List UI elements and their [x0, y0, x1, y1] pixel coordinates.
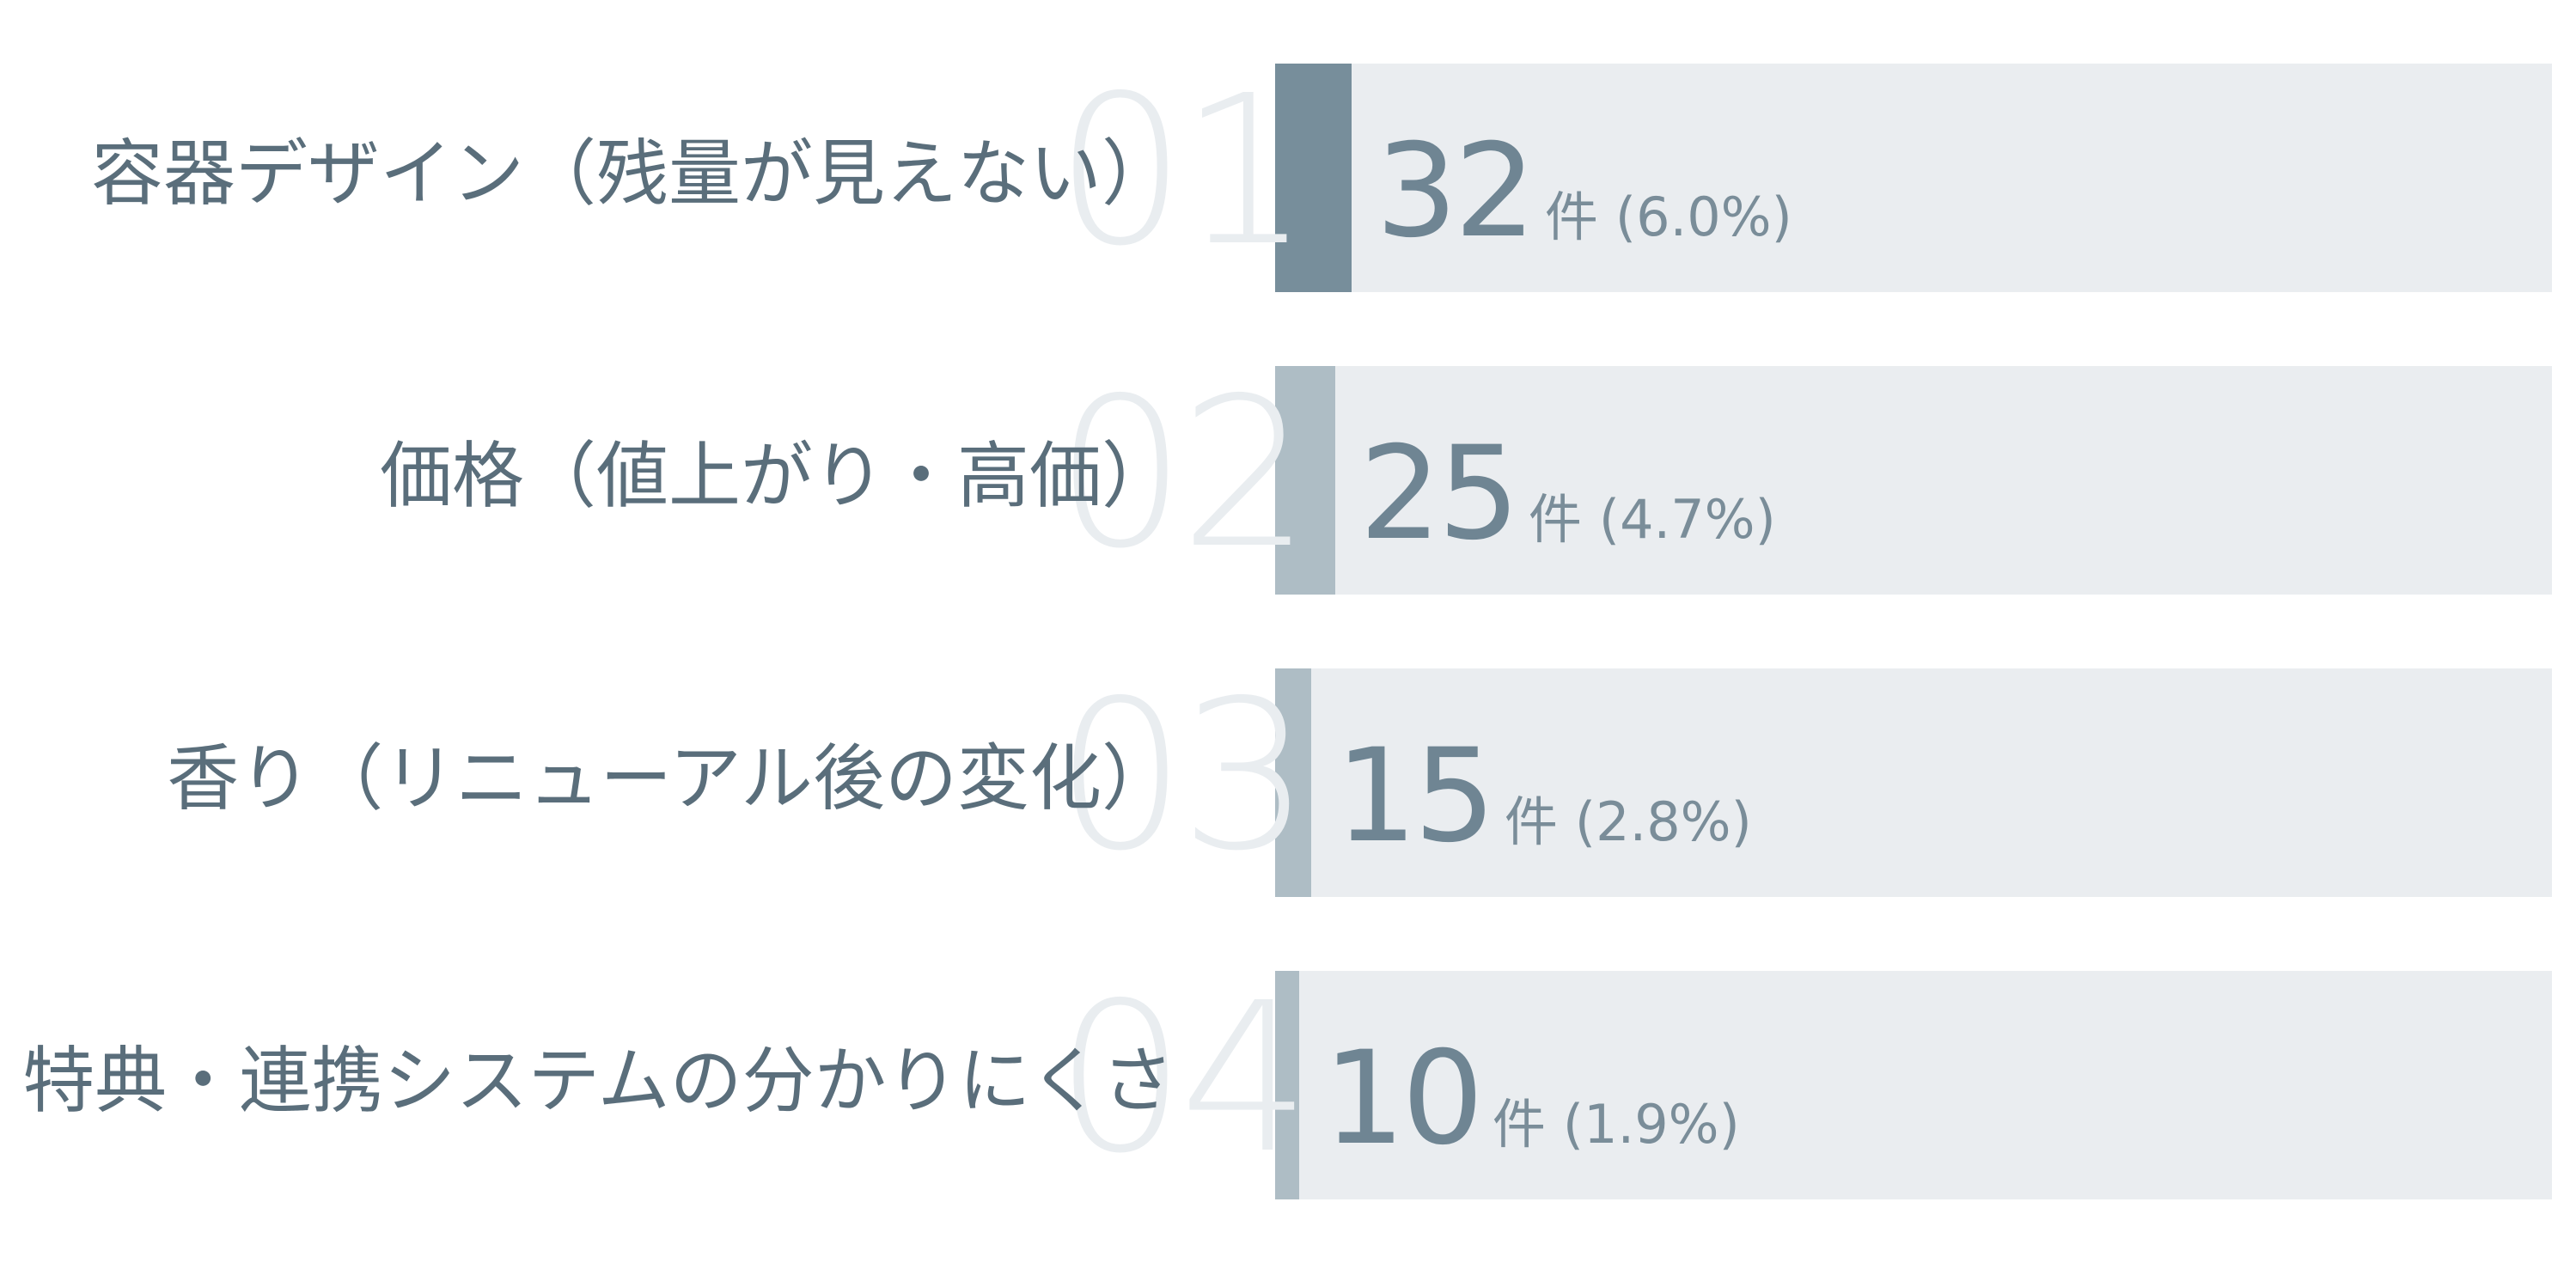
- count-value: 15: [1335, 722, 1496, 871]
- rank-number: 03: [1055, 656, 1310, 896]
- count-unit: 件: [1544, 186, 1598, 248]
- chart-row: 特典・連携システムの分かりにくさ 04 10 件 (1.9%): [0, 971, 2576, 1199]
- count-value: 10: [1323, 1024, 1484, 1174]
- rank-number: 02: [1055, 353, 1310, 594]
- category-label: 容器デザイン（残量が見えない）: [90, 131, 1174, 216]
- bar-track: 10 件 (1.9%): [1275, 971, 2552, 1199]
- count-unit: 件: [1504, 790, 1558, 853]
- bar-value-label: 25 件 (4.7%): [1359, 430, 1776, 558]
- count-unit: 件: [1492, 1093, 1546, 1156]
- count-percent: (1.9%): [1562, 1093, 1740, 1156]
- count-percent: (6.0%): [1615, 186, 1792, 248]
- count-unit: 件: [1528, 488, 1582, 551]
- bar: [1275, 971, 1299, 1199]
- category-label: 香り（リニューアル後の変化）: [167, 736, 1174, 821]
- count-value: 25: [1359, 419, 1520, 569]
- bar: [1275, 64, 1352, 292]
- count-percent: (4.7%): [1598, 488, 1776, 551]
- count-percent: (2.8%): [1574, 790, 1752, 853]
- rank-number: 04: [1055, 958, 1310, 1199]
- count-value: 32: [1376, 117, 1536, 266]
- bar-value-label: 10 件 (1.9%): [1323, 1034, 1740, 1163]
- chart-row: 容器デザイン（残量が見えない） 01 32 件 (6.0%): [0, 64, 2576, 292]
- rank-number: 01: [1055, 51, 1310, 291]
- bar-track: 25 件 (4.7%): [1275, 366, 2552, 595]
- bar-track: 32 件 (6.0%): [1275, 64, 2552, 292]
- bar: [1275, 668, 1311, 897]
- bar-value-label: 15 件 (2.8%): [1335, 732, 1752, 861]
- chart-row: 価格（値上がり・高価） 02 25 件 (4.7%): [0, 366, 2576, 595]
- bar: [1275, 366, 1335, 595]
- category-label: 価格（値上がり・高価）: [379, 434, 1174, 518]
- bar-track: 15 件 (2.8%): [1275, 668, 2552, 897]
- category-label: 特典・連携システムの分かりにくさ: [22, 1039, 1174, 1123]
- bar-value-label: 32 件 (6.0%): [1376, 127, 1792, 256]
- chart-row: 香り（リニューアル後の変化） 03 15 件 (2.8%): [0, 668, 2576, 897]
